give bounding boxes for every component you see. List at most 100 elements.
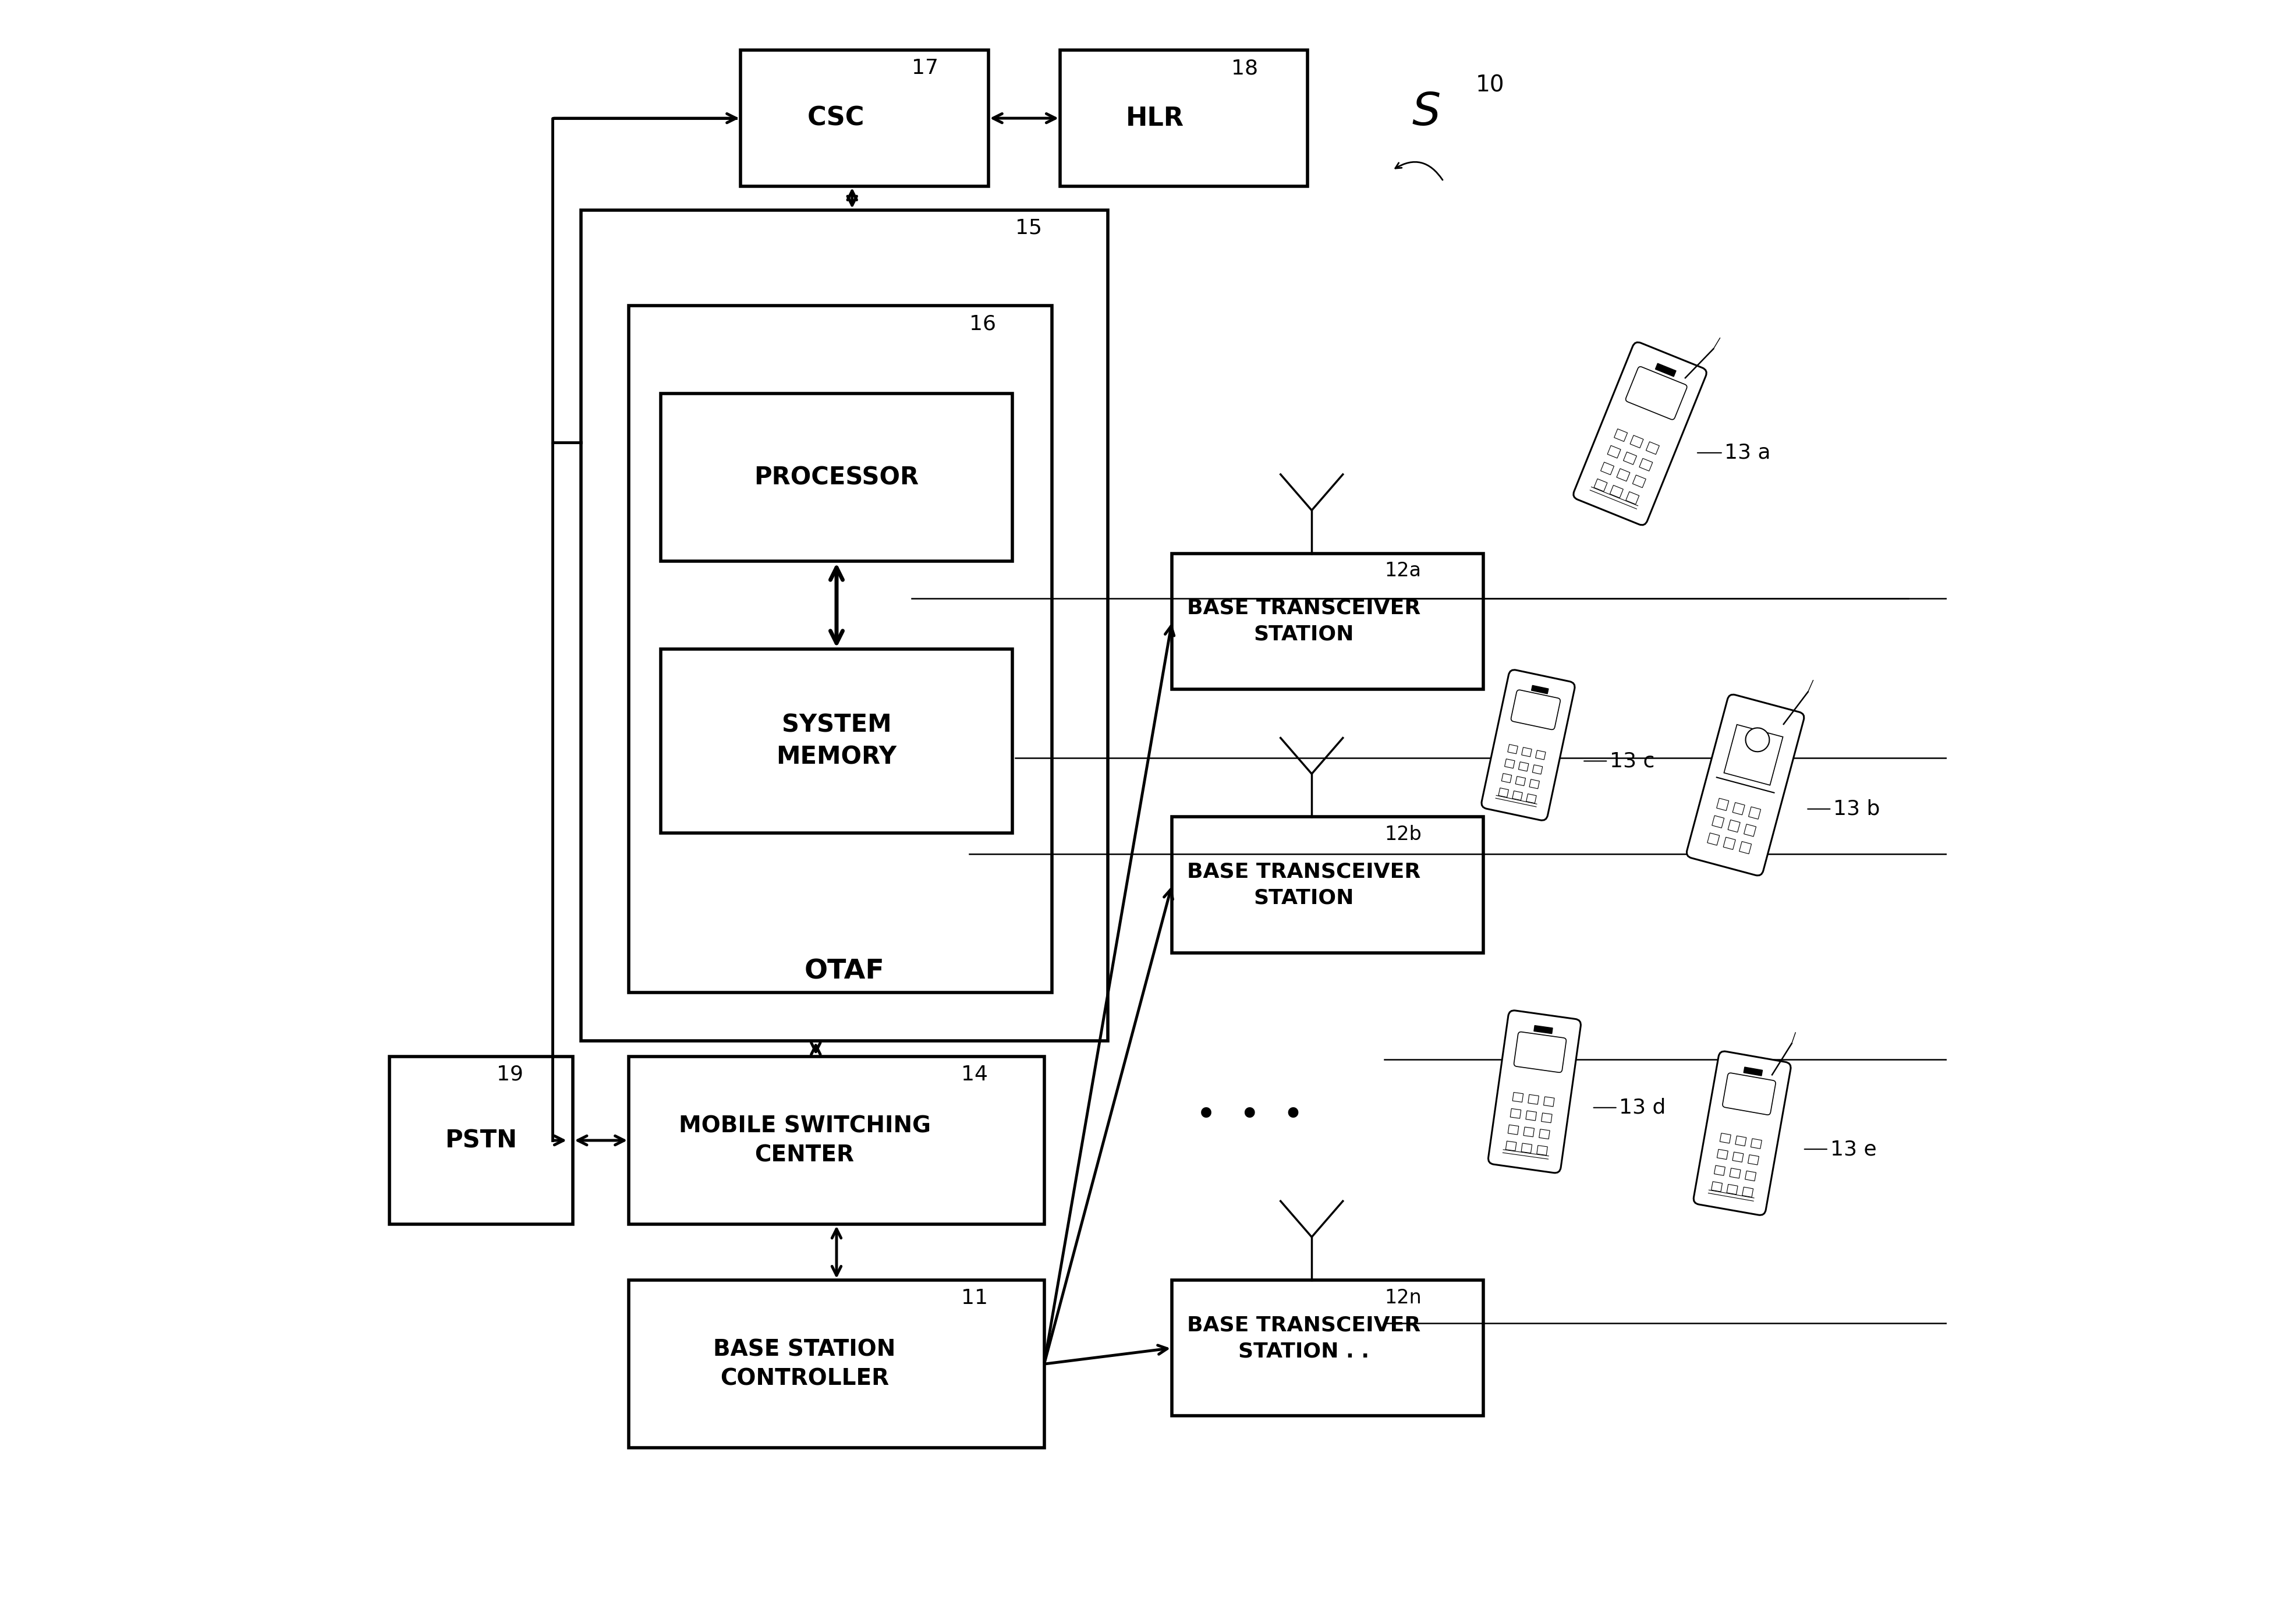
Bar bbox=[1171, 1280, 1483, 1416]
Bar bbox=[1171, 553, 1483, 689]
Text: 14: 14 bbox=[962, 1065, 987, 1085]
Bar bbox=[1720, 1133, 1731, 1144]
Bar bbox=[1525, 1126, 1534, 1137]
Bar bbox=[1609, 485, 1623, 498]
Bar bbox=[1522, 1144, 1531, 1153]
FancyBboxPatch shape bbox=[1688, 695, 1805, 876]
Text: PROCESSOR: PROCESSOR bbox=[753, 465, 918, 490]
Bar bbox=[1593, 479, 1607, 492]
Bar bbox=[1750, 807, 1761, 819]
Bar bbox=[1513, 1093, 1522, 1102]
Text: 16: 16 bbox=[969, 314, 996, 333]
Bar bbox=[1745, 1171, 1756, 1181]
Bar bbox=[1743, 1187, 1754, 1197]
Bar bbox=[1715, 1165, 1724, 1176]
Bar bbox=[1752, 1139, 1761, 1149]
Bar bbox=[1499, 788, 1508, 798]
Bar bbox=[1614, 429, 1628, 442]
FancyBboxPatch shape bbox=[1513, 1032, 1566, 1072]
Text: $\mathit{S}$: $\mathit{S}$ bbox=[1412, 90, 1440, 135]
Bar bbox=[1747, 1155, 1759, 1165]
Bar bbox=[661, 649, 1013, 833]
Text: BASE TRANSCEIVER
STATION . .: BASE TRANSCEIVER STATION . . bbox=[1187, 1315, 1421, 1362]
Bar bbox=[1600, 461, 1614, 474]
Bar bbox=[1733, 803, 1745, 815]
FancyBboxPatch shape bbox=[1626, 367, 1688, 420]
Text: 19: 19 bbox=[496, 1065, 523, 1085]
Circle shape bbox=[1745, 727, 1770, 751]
Bar bbox=[1529, 779, 1541, 788]
Text: CSC: CSC bbox=[808, 106, 863, 131]
Bar bbox=[1522, 748, 1531, 756]
Text: 10: 10 bbox=[1476, 74, 1504, 96]
Bar bbox=[1632, 476, 1646, 487]
Text: 12a: 12a bbox=[1384, 561, 1421, 580]
FancyBboxPatch shape bbox=[1694, 1051, 1791, 1214]
Bar bbox=[1616, 469, 1630, 481]
Bar bbox=[1729, 820, 1740, 831]
Bar bbox=[1527, 1110, 1536, 1120]
Text: OTAF: OTAF bbox=[804, 958, 884, 985]
Bar bbox=[1527, 795, 1536, 803]
Bar bbox=[1536, 750, 1545, 759]
FancyBboxPatch shape bbox=[1481, 670, 1575, 820]
Bar bbox=[390, 1057, 574, 1224]
Bar bbox=[1646, 442, 1660, 455]
Bar bbox=[1511, 1109, 1520, 1118]
Bar bbox=[742, 50, 987, 186]
Bar bbox=[1626, 492, 1639, 505]
Bar bbox=[1531, 686, 1548, 694]
Bar bbox=[1623, 452, 1637, 465]
Bar bbox=[1506, 1141, 1515, 1150]
Bar bbox=[1061, 50, 1309, 186]
Bar bbox=[1518, 763, 1529, 771]
Bar bbox=[1733, 1152, 1743, 1161]
Bar bbox=[1655, 364, 1676, 376]
Text: BASE STATION
CONTROLLER: BASE STATION CONTROLLER bbox=[714, 1338, 895, 1389]
Text: 12b: 12b bbox=[1384, 825, 1421, 844]
Text: BASE TRANSCEIVER
STATION: BASE TRANSCEIVER STATION bbox=[1187, 862, 1421, 908]
FancyBboxPatch shape bbox=[1488, 1011, 1580, 1173]
Text: PSTN: PSTN bbox=[445, 1128, 517, 1152]
Text: 13 c: 13 c bbox=[1609, 751, 1655, 771]
Bar bbox=[1607, 445, 1621, 458]
Text: MOBILE SWITCHING
CENTER: MOBILE SWITCHING CENTER bbox=[680, 1115, 930, 1166]
Bar bbox=[629, 306, 1052, 993]
Bar bbox=[1171, 817, 1483, 953]
FancyBboxPatch shape bbox=[1722, 1073, 1775, 1115]
Bar bbox=[1630, 436, 1644, 449]
Bar bbox=[1513, 791, 1522, 801]
Bar bbox=[1536, 1145, 1548, 1155]
Bar bbox=[1502, 774, 1511, 783]
Text: BASE TRANSCEIVER
STATION: BASE TRANSCEIVER STATION bbox=[1187, 599, 1421, 644]
Text: 13 b: 13 b bbox=[1832, 799, 1880, 819]
Bar bbox=[1515, 777, 1525, 785]
Bar bbox=[1740, 841, 1752, 854]
Bar bbox=[1531, 764, 1543, 774]
Bar bbox=[1508, 1125, 1518, 1134]
Bar bbox=[1639, 458, 1653, 471]
Bar bbox=[661, 394, 1013, 561]
Bar bbox=[581, 210, 1109, 1041]
Bar bbox=[1713, 815, 1724, 828]
Text: 13 a: 13 a bbox=[1724, 442, 1770, 463]
Bar bbox=[1504, 759, 1515, 769]
Text: HLR: HLR bbox=[1125, 106, 1185, 131]
Bar bbox=[1724, 838, 1736, 849]
Bar bbox=[1541, 1113, 1552, 1123]
Bar bbox=[1538, 1129, 1550, 1139]
Bar bbox=[1717, 1149, 1729, 1160]
Bar bbox=[1743, 1067, 1763, 1077]
Text: •  •  •: • • • bbox=[1196, 1099, 1304, 1134]
Text: 18: 18 bbox=[1231, 58, 1258, 78]
Bar bbox=[1729, 1168, 1740, 1177]
Text: 11: 11 bbox=[962, 1288, 987, 1307]
Bar bbox=[1708, 833, 1720, 846]
Bar bbox=[1543, 1097, 1554, 1107]
Text: 15: 15 bbox=[1015, 218, 1042, 237]
Text: 12n: 12n bbox=[1384, 1288, 1421, 1307]
Text: 17: 17 bbox=[912, 58, 939, 78]
Bar bbox=[1529, 1094, 1538, 1104]
Bar bbox=[1711, 1182, 1722, 1192]
Text: SYSTEM
MEMORY: SYSTEM MEMORY bbox=[776, 713, 898, 769]
